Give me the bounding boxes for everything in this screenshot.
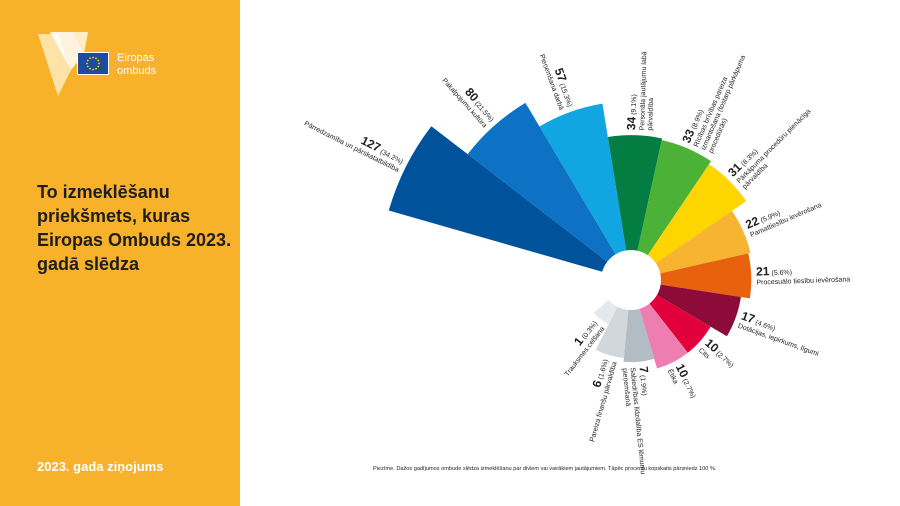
wedge-procesualo-tiesibu-ieverosana xyxy=(660,253,752,299)
label-group-ricibas-brivibas-pareiza-izmantosana-tostarp-parkapuma-proceduras: 33 (8.9%)Rīcības brīvības pareizaizmanto… xyxy=(679,54,747,154)
label-group-parredzamiba-un-parskatatbildiba: 127 (34.2%)Pārredzamība un pārskatatbild… xyxy=(303,120,404,174)
label-group-pareiza-finansu-parvaldiba: 6 (1.6%)Pareiza finanšu pārvaldība xyxy=(589,359,619,443)
data-label-text: izmantošana (tostarp pārkāpuma xyxy=(700,54,747,151)
label-group-pakalpojumu-kultura: 80 (21.5%)Pakalpojumu kultūra xyxy=(440,77,494,129)
label-group-cits: 10 (2.7%)Cits xyxy=(697,336,735,369)
label-group-procesualo-tiesibu-ieverosana: 21 (5.6%)Procesuālo tiesību ievērošana xyxy=(756,263,851,286)
wedge-pareiza-finansu-parvaldiba xyxy=(595,306,629,358)
data-label-text: Procesuālo tiesību ievērošana xyxy=(756,276,850,286)
data-label-text: Pārredzamība un pārskatatbildība xyxy=(303,120,400,174)
report-label: 2023. gada ziņojums xyxy=(37,459,164,474)
wedge-parredzamiba-un-parskatatbildiba xyxy=(388,126,608,272)
data-label-text: Dotācijas, iepirkums, līgumi xyxy=(737,323,820,358)
wedge-pamattiesibu-ieverosana xyxy=(655,210,751,274)
label-group-etika: 10 (2.7%)Ētika xyxy=(666,362,697,400)
data-label-text: pārvaldība xyxy=(647,98,655,131)
wedge-trauksmes-celsana xyxy=(593,299,618,325)
data-label-text: Personāla jautājumu labā xyxy=(639,51,648,130)
label-group-dotacijas-iepirkums-ligumi: 17 (4.6%)Dotācijas, iepirkums, līgumi xyxy=(737,309,820,358)
logo-text-line2: ombuds xyxy=(117,65,157,77)
ombudsman-emblem-icon xyxy=(38,32,88,96)
sidebar: Eiropas ombuds To izmeklēšanu priekšmets… xyxy=(0,0,240,506)
eu-flag-icon xyxy=(77,52,109,75)
wedge-sabiedribas-lidzdaliba-es-lemumu-pienemsana xyxy=(623,308,655,363)
ombudsman-logo: Eiropas ombuds xyxy=(36,30,176,110)
data-label-text: pieņemšanā xyxy=(621,368,632,407)
logo-text: Eiropas ombuds xyxy=(117,52,156,78)
wedge-personala-jautajumu-laba-parvaldiba xyxy=(607,135,663,251)
label-group-personala-jautajumu-laba-parvaldiba: 34 (9.1%) Personāla jautājumu labāpārvald… xyxy=(624,51,655,131)
data-label-value: 7 (1.9%) xyxy=(637,366,654,396)
polar-area-chart: 127 (34.2%)Pārredzamība un pārskatatbild… xyxy=(303,51,851,475)
chart-center-hole xyxy=(602,251,660,309)
wedge-etika xyxy=(639,303,688,369)
label-group-parkapuma-proceduru-pienaciga-parvaldiba: 31 (8.3%)Pārkāpuma procedūru pienācīgapā… xyxy=(725,108,813,191)
label-group-pienemsana-darba: 57 (15.3%)Pieņemšana darbā xyxy=(538,53,573,111)
page-title: To izmeklēšanu priekšmets, kuras Eiropas… xyxy=(37,182,232,274)
logo-text-line1: Eiropas xyxy=(117,52,155,64)
wedge-dotacijas-iepirkums-ligumi xyxy=(656,284,741,337)
data-label-value: 34 (9.1%) xyxy=(624,94,639,130)
footnote: Piezīme. Dažos gadījumos ombude slēdza i… xyxy=(373,466,717,472)
wedge-ricibas-brivibas-pareiza-izmantosana-tostarp-parkapuma-proceduras xyxy=(637,140,712,256)
wedge-pienemsana-darba xyxy=(539,103,627,255)
wedge-parkapuma-proceduru-pienaciga-parvaldiba xyxy=(647,164,747,264)
label-group-pamattiesibu-ieverosana: 22 (5.9%)Pamattiesību ievērošana xyxy=(743,202,823,239)
data-label-text: Pārkāpuma procedūru pienācīga xyxy=(736,108,813,185)
wedge-pakalpojumu-kultura xyxy=(467,102,616,262)
label-group-sabiedribas-lidzdaliba-es-lemumu-pienemsana: 7 (1.9%)Sabiedrības līdzdalība ES lēmumu… xyxy=(621,366,654,475)
wedge-cits xyxy=(649,295,711,353)
data-label-value: 21 (5.6%) xyxy=(756,263,792,278)
